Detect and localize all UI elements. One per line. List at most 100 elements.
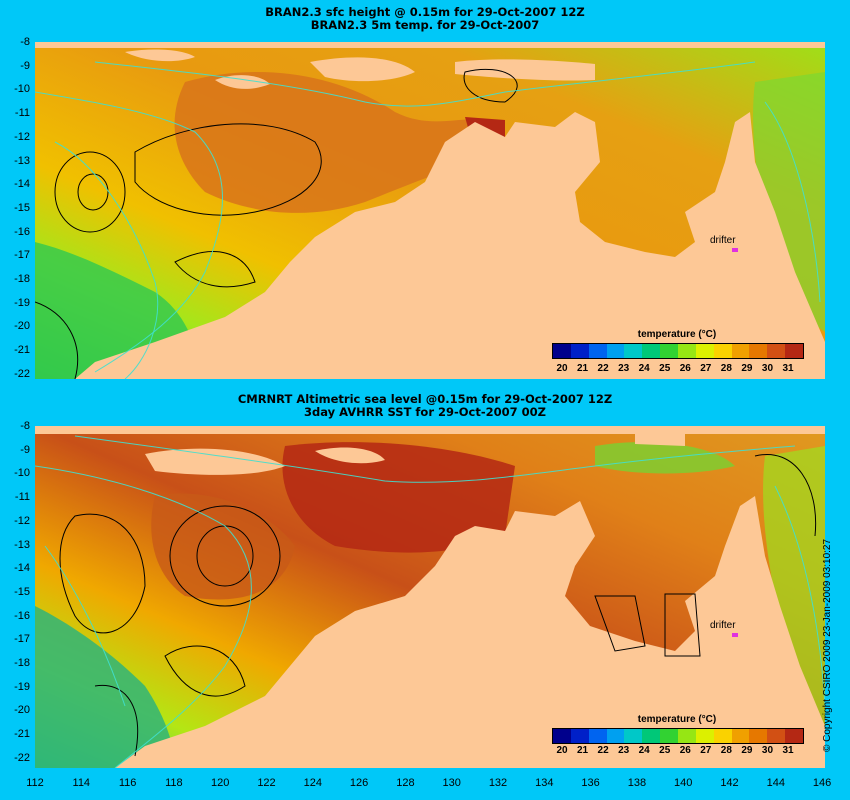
x-tick: 136 [581,777,600,789]
legend-tick-label: 28 [720,363,732,374]
top-isobaths [35,61,821,379]
bottom-y-tick: -9 [20,443,30,456]
bottom-y-tick: -18 [14,657,30,669]
legend-color-swatch [553,729,571,743]
bottom-coast-cool [763,446,825,726]
legend-tick-label: 22 [597,363,609,374]
top-y-tick: -16 [14,225,30,238]
top-land-australia [75,112,825,379]
legend-color-swatch [695,729,714,743]
bottom-y-tick: -14 [14,562,30,575]
top-y-tick: -14 [14,178,30,191]
top-y-tick: -11 [14,107,30,120]
bottom-y-tick: -8 [20,420,30,432]
top-y-tick: -22 [14,367,30,380]
legend-color-swatch [785,344,804,358]
legend-tick-label: 24 [638,363,650,374]
legend-color-swatch [678,729,696,743]
legend-color-swatch [660,729,679,743]
legend-color-swatch [678,344,696,358]
top-y-tick: -12 [14,130,30,143]
legend-tick-label: 23 [618,745,630,756]
legend-color-swatch [713,729,732,743]
top-y-tick: -18 [14,273,30,285]
bottom-y-tick: -12 [14,514,30,527]
x-tick: 142 [720,777,739,789]
top-y-tick: -19 [14,296,30,309]
legend-color-swatch [767,729,786,743]
legend-color-swatch [660,344,679,358]
legend-color-swatch [749,729,768,743]
bottom-isobaths [35,435,825,768]
bottom-contours [59,454,817,757]
bottom-y-tick: -17 [14,633,30,646]
legend-tick-label: 23 [618,363,630,374]
bottom-y-tick: -19 [14,680,30,693]
x-tick: 124 [303,777,322,789]
legend-color-swatch [749,344,768,358]
legend-color-swatch [731,729,750,743]
bottom-y-tick: -22 [14,751,30,764]
legend-tick-label: 29 [741,363,753,374]
x-tick: 132 [488,777,508,789]
legend-color-swatch [606,344,625,358]
x-tick: 116 [118,777,137,789]
legend-tick-label: 30 [761,363,774,374]
x-tick: 126 [349,777,369,789]
legend-tick-label: 21 [576,363,589,374]
x-tick: 120 [211,777,230,789]
x-tick: 140 [674,777,693,789]
bottom-y-tick: -16 [14,609,30,622]
legend-color-swatch [588,344,607,358]
top-map [35,42,825,379]
bottom-y-tick: -20 [14,704,30,717]
bottom-map-svg [35,426,825,768]
top-drifter-label: drifter [710,235,736,246]
top-contours [35,68,518,379]
top-y-tick: -10 [14,83,30,96]
bottom-title-line1: CMRNRT Altimetric sea level @0.15m for 2… [237,392,613,406]
legend-tick-label: 25 [659,363,671,374]
legend-tick-label: 28 [720,745,732,756]
bottom-legend-colorbar [552,728,804,744]
bottom-title-line2: 3day AVHRR SST for 29-Oct-2007 00Z [304,405,546,419]
top-coast-cool [753,72,825,332]
bottom-y-tick: -10 [14,467,30,480]
top-drifter-marker [732,248,738,252]
bottom-y-tick: -13 [14,538,30,551]
bottom-cool-region [35,606,175,768]
top-y-tick: -21 [14,344,30,357]
x-tick: 138 [627,777,647,789]
legend-tick-label: 30 [761,745,774,756]
top-y-tick: -20 [14,320,30,333]
legend-color-swatch [785,729,804,743]
top-title-line2: BRAN2.3 5m temp. for 29-Oct-2007 [310,18,540,32]
legend-color-swatch [570,729,589,743]
legend-tick-label: 31 [782,745,794,756]
x-tick: 130 [442,777,461,789]
x-tick: 114 [72,777,91,789]
legend-tick-label: 26 [679,363,691,374]
top-title-line1: BRAN2.3 sfc height @ 0.15m for 29-Oct-20… [265,5,585,19]
legend-tick-label: 26 [679,745,691,756]
legend-color-swatch [570,344,589,358]
bottom-land-australia [115,496,825,768]
x-tick: 144 [766,777,785,789]
bottom-legend-tick-labels: 20 21 22 23 24 25 26 27 28 29 30 31 [552,745,802,757]
legend-tick-label: 21 [576,745,589,756]
legend-color-swatch [553,344,571,358]
x-tick: 134 [535,777,554,789]
top-warm-region [174,72,505,213]
top-map-svg [35,42,825,379]
top-legend-title: temperature (°C) [637,329,717,340]
x-tick: 112 [26,777,44,789]
legend-color-swatch [624,729,643,743]
copyright-text: © Copyright CSIRO 2009 23-Jan-2009 03:10… [822,538,833,752]
top-y-tick: -15 [14,201,30,214]
bottom-y-tick: -21 [14,728,30,741]
legend-tick-label: 24 [638,745,650,756]
legend-tick-label: 25 [659,745,671,756]
top-land-islands [35,42,825,89]
top-y-tick: -9 [20,59,30,72]
bottom-drifter-label: drifter [710,620,736,631]
